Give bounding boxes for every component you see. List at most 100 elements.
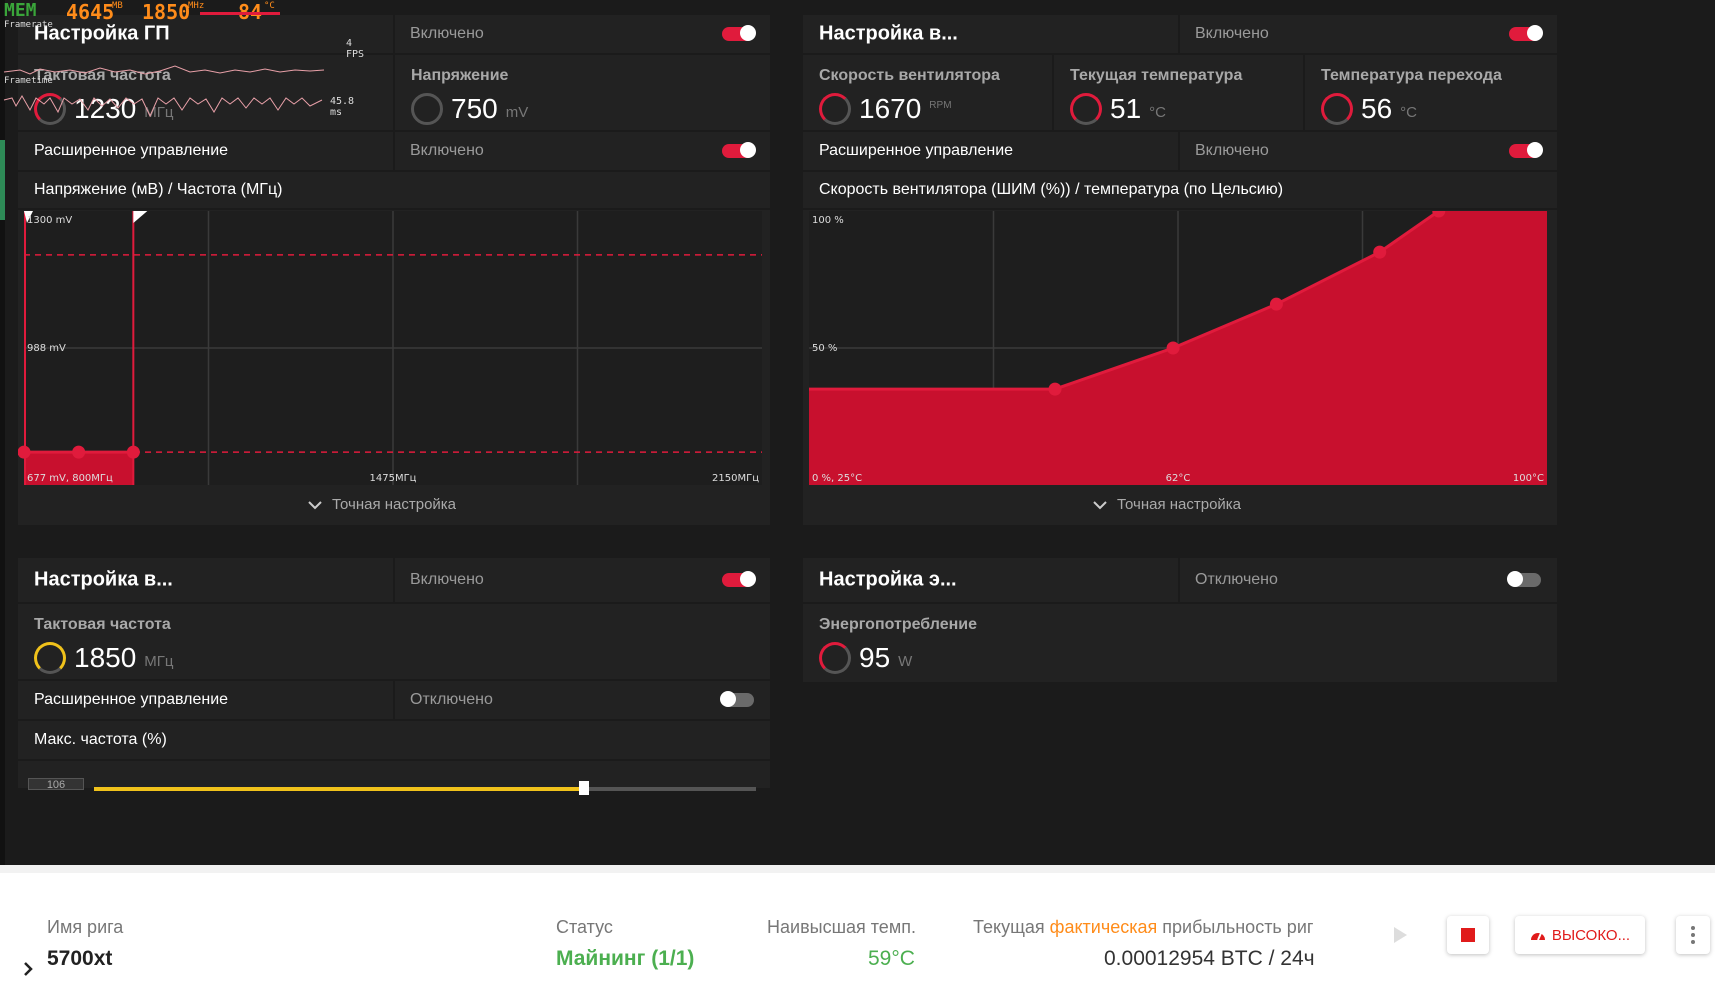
gpu-advanced-label: Расширенное управление: [34, 142, 229, 159]
gauge-icon: [819, 642, 851, 674]
fan-curve-point: [1166, 341, 1180, 355]
gauge-icon: [34, 642, 66, 674]
osd-graphs: [3, 12, 325, 118]
fan-curve-point: [1373, 245, 1387, 259]
x-tick-label-right: 2150МГц: [712, 473, 759, 484]
fan-curve-point: [1269, 297, 1283, 311]
expand-chevron-icon[interactable]: [22, 961, 34, 977]
fan-advanced-state: Включено: [1195, 142, 1269, 159]
speedometer-icon: [1530, 932, 1545, 941]
gpu-panel-state: Включено: [410, 25, 484, 42]
fan-panel-toggle[interactable]: [1509, 25, 1543, 41]
fan-speed-value: 1670: [859, 93, 922, 124]
rig-footer: Имя рига 5700xt Статус Майнинг (1/1) Наи…: [0, 865, 1715, 998]
current-temp-value: 51: [1110, 93, 1142, 124]
current-temp-label: Текущая температура: [1070, 67, 1243, 84]
vram-panel-title: Настройка в...: [34, 568, 173, 591]
y-tick-label-mid: 988 mV: [27, 343, 66, 354]
chevron-down-icon: [1093, 500, 1107, 509]
fan-advanced-toggle[interactable]: [1509, 142, 1543, 158]
fan-advanced-label: Расширенное управление: [819, 142, 1014, 159]
osd-fps: 4 FPS: [346, 38, 365, 60]
power-panel-title: Настройка э...: [819, 568, 957, 591]
vf-curve-point: [126, 445, 140, 459]
fan-fine-tuning-label: Точная настройка: [1117, 496, 1242, 513]
fan-panel-state: Включено: [1195, 25, 1269, 42]
vram-panel-state: Включено: [410, 571, 484, 588]
power-panel-state: Отключено: [1195, 571, 1278, 588]
gauge-icon: [819, 93, 851, 125]
y-tick-label-top: 100 %: [812, 215, 844, 226]
max-freq-input[interactable]: 106: [28, 778, 84, 790]
stop-button[interactable]: [1447, 916, 1489, 954]
y-tick-label-mid: 50 %: [812, 343, 837, 354]
fan-curve-point: [1432, 211, 1446, 218]
osd-clock-unit: MHz: [188, 1, 205, 11]
priority-button[interactable]: ВЫСОКО...: [1515, 916, 1645, 954]
power-value: 95: [859, 642, 891, 673]
power-panel-toggle[interactable]: [1507, 571, 1541, 587]
start-button[interactable]: [1380, 916, 1420, 954]
voltage-frequency-chart[interactable]: 1300 mV 988 mV 677 mV, 800МГц 1475МГц 2150МГ…: [18, 211, 770, 487]
left-edge-bar: [0, 0, 5, 865]
rig-name-label: Имя рига: [47, 917, 124, 937]
vf-curve-point: [18, 445, 31, 459]
fan-speed-label: Скорость вентилятора: [819, 67, 1000, 84]
x-tick-label-mid: 1475МГц: [370, 473, 417, 484]
fan-curve-point: [1048, 382, 1062, 396]
gpu-panel-title: Настройка ГП: [34, 22, 170, 45]
more-menu-button[interactable]: [1676, 916, 1710, 954]
power-label: Энергопотребление: [819, 616, 978, 633]
osd-frametime-label: Frametime: [4, 76, 53, 86]
gpu-voltage-value: 750: [451, 93, 498, 124]
gpu-fine-tuning-label: Точная настройка: [332, 496, 457, 513]
osd-temp-unit: °C: [264, 1, 275, 11]
junction-temp-value: 56: [1361, 93, 1393, 124]
fan-chart-title: Скорость вентилятора (ШИМ (%)) / темпера…: [819, 181, 1284, 198]
fan-fine-tuning[interactable]: Точная настройка: [1093, 496, 1241, 513]
footer-separator: [0, 865, 1715, 873]
fan-curve-chart[interactable]: 100 % 50 % 0 %, 25°C 62°C 100°C: [803, 211, 1557, 487]
vram-clock-metric: Тактовая частота 1850 МГц: [18, 604, 770, 679]
gauge-icon: [1321, 93, 1353, 125]
chevron-down-icon: [308, 500, 322, 509]
profit-value: 0.00012954 BTC / 24ч: [1104, 947, 1315, 970]
junction-temp-label: Температура перехода: [1321, 67, 1502, 84]
vram-panel-toggle[interactable]: [722, 571, 756, 587]
vram-tuning-panel: Настройка в... Включено Тактовая частота…: [18, 558, 770, 795]
vram-advanced-toggle[interactable]: [720, 691, 754, 707]
rig-name-value[interactable]: 5700xt: [47, 947, 113, 970]
fan-tuning-panel: Настройка в... Включено Скорость вентиля…: [803, 15, 1557, 525]
current-temp-unit: °C: [1149, 103, 1166, 121]
gauge-icon: [1070, 93, 1102, 125]
wattman-area: Настройка ГП Включено Тактовая частота 1…: [0, 0, 1715, 865]
gauge-icon: [411, 93, 443, 125]
play-icon: [1394, 927, 1407, 943]
max-freq-slider-fill: [94, 787, 584, 791]
gpu-voltage-metric: Напряжение 750 mV: [395, 55, 770, 130]
profit-label-highlight: фактическая: [1049, 917, 1158, 937]
power-metric: Энергопотребление 95 W: [803, 604, 1557, 681]
more-vertical-icon: [1691, 926, 1695, 944]
vram-advanced-label: Расширенное управление: [34, 691, 229, 708]
gpu-advanced-toggle[interactable]: [722, 142, 756, 158]
x-tick-label-mid: 62°C: [1166, 473, 1191, 484]
gpu-clock-unit: МГц: [144, 103, 174, 121]
vf-curve-point: [72, 445, 86, 459]
x-tick-label-right: 100°C: [1513, 473, 1544, 484]
vram-clock-value: 1850: [74, 642, 137, 673]
osd-clock-value: 1850: [142, 0, 191, 24]
osd-framerate-label: Framerate: [4, 20, 53, 30]
junction-temp-metric: Температура перехода 56 °C: [1305, 55, 1557, 130]
vram-clock-label: Тактовая частота: [34, 616, 171, 633]
vf-handle-marker: [24, 211, 33, 223]
gpu-voltage-label: Напряжение: [411, 67, 509, 84]
vram-advanced-state: Отключено: [410, 691, 493, 708]
gpu-tuning-panel: Настройка ГП Включено Тактовая частота 1…: [18, 15, 770, 525]
x-tick-label-left: 0 %, 25°C: [812, 473, 862, 484]
gpu-panel-toggle[interactable]: [722, 25, 756, 41]
max-freq-slider[interactable]: [94, 781, 756, 795]
max-freq-label: Макс. частота (%): [34, 731, 167, 748]
max-freq-slider-thumb[interactable]: [578, 781, 589, 795]
gpu-fine-tuning[interactable]: Точная настройка: [308, 496, 456, 513]
